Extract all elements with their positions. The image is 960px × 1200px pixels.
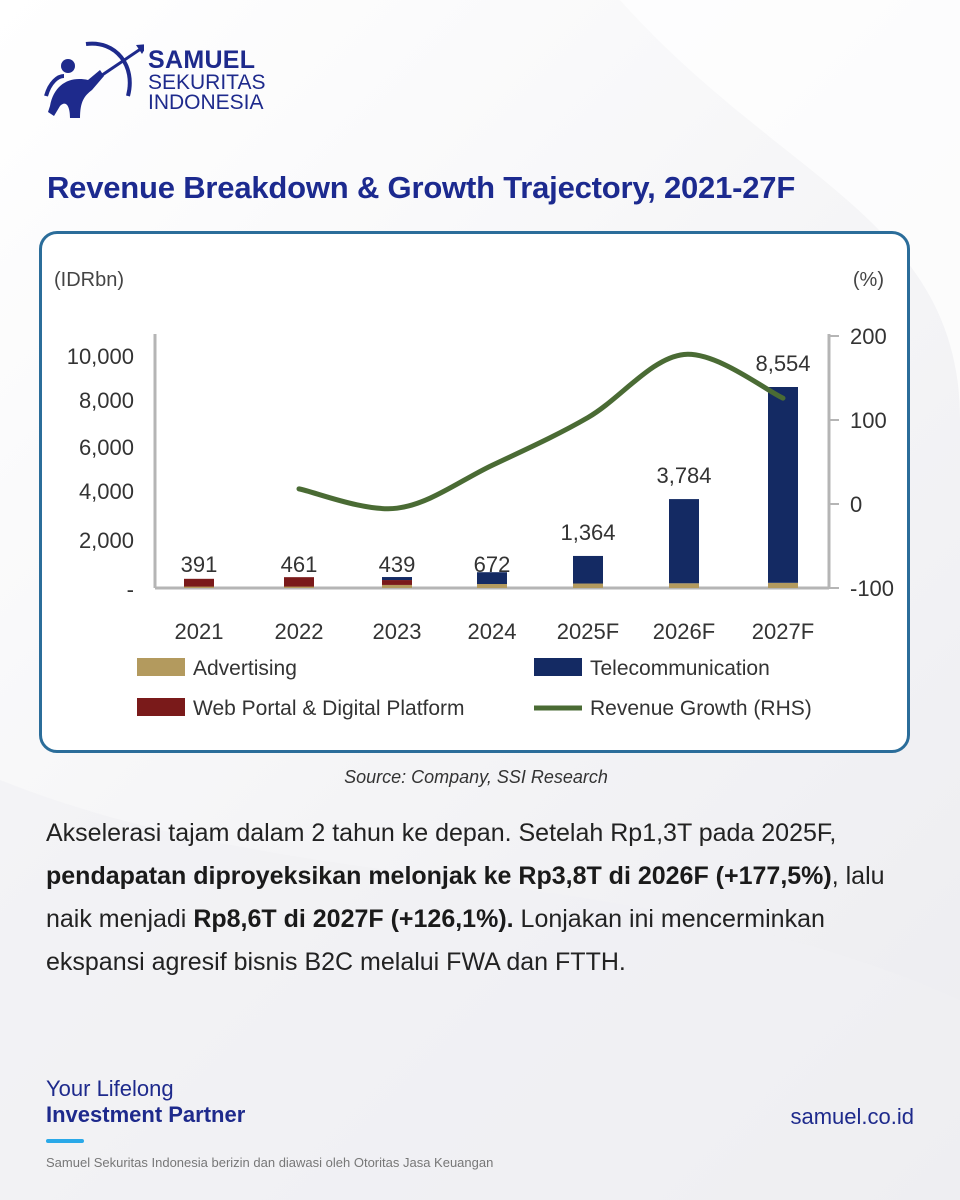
right-tick-label: 0 xyxy=(850,492,862,517)
x-tick-label: 2026F xyxy=(653,619,715,644)
bar-segment-telecommunication xyxy=(669,499,699,584)
brand-name-line1: SAMUEL xyxy=(148,46,256,75)
bar-total-label: 1,364 xyxy=(560,520,615,545)
website-link[interactable]: samuel.co.id xyxy=(790,1104,914,1129)
tagline-line2: Investment Partner xyxy=(46,1102,246,1127)
legend-label: Web Portal & Digital Platform xyxy=(193,697,465,720)
legend-label: Revenue Growth (RHS) xyxy=(590,697,812,720)
bar-total-label: 439 xyxy=(379,552,416,577)
bar-total-label: 8,554 xyxy=(755,351,810,376)
right-tick-label: 200 xyxy=(850,324,887,349)
left-tick-label: - xyxy=(127,577,134,602)
bar-segment-advertising xyxy=(669,583,699,588)
right-tick-label: 100 xyxy=(850,408,887,433)
left-tick-label: 8,000 xyxy=(79,388,134,413)
bar-total-label: 461 xyxy=(281,552,318,577)
bar-segment-web-portal-digital-platform xyxy=(184,578,214,587)
page-title: Revenue Breakdown & Growth Trajectory, 2… xyxy=(47,170,796,205)
chart-panel: (IDRbn) (%) -2,000 4,000 6,000 8,000 10,000 … xyxy=(39,231,910,753)
tagline-line1: Your Lifelong xyxy=(46,1076,174,1101)
legend-swatch xyxy=(137,658,185,676)
legend-label: Advertising xyxy=(193,657,297,680)
tagline: Your Lifelong Investment Partner xyxy=(46,1076,245,1128)
bar-segment-telecommunication xyxy=(768,387,798,583)
left-axis-unit: (IDRbn) xyxy=(54,269,124,291)
right-axis-unit: (%) xyxy=(853,269,884,291)
bar-segment-web-portal-digital-platform xyxy=(284,577,314,587)
brand-logo[interactable]: SAMUEL SEKURITAS INDONESIA xyxy=(44,36,265,126)
x-tick-label: 2027F xyxy=(752,619,814,644)
body-highlight-2: Rp8,6T di 2027F (+126,1%). xyxy=(193,905,514,933)
body-highlight-1: pendapatan diproyeksikan melonjak ke Rp3… xyxy=(46,862,832,890)
left-tick-label: 2,000 xyxy=(79,528,134,553)
bar-total-label: 391 xyxy=(181,552,218,577)
body-text-3: Lonjakan ini mencerminkan ekspansi agres… xyxy=(46,905,825,976)
left-tick-label: 10,000 xyxy=(67,344,134,369)
body-text-1: Akselerasi tajam dalam 2 tahun ke depan.… xyxy=(46,819,837,847)
bar-total-label: 672 xyxy=(474,552,511,577)
brand-name-line2: SEKURITAS xyxy=(148,70,266,94)
x-tick-label: 2022 xyxy=(275,619,324,644)
bar-segment-telecommunication xyxy=(573,555,603,584)
x-tick-label: 2023 xyxy=(373,619,422,644)
x-tick-label: 2024 xyxy=(468,619,517,644)
bar-segment-advertising xyxy=(477,584,507,588)
tagline-accent-bar xyxy=(46,1139,84,1143)
bar-segment-telecommunication xyxy=(382,577,412,581)
brand-name-line3: INDONESIA xyxy=(148,91,264,115)
bar-segment-telecommunication xyxy=(477,572,507,585)
bar-segment-advertising xyxy=(768,582,798,588)
body-text-2: , lalu naik menjadi xyxy=(46,862,885,933)
legend-swatch xyxy=(137,698,185,716)
right-tick-label: -100 xyxy=(850,576,894,601)
archer-logo-icon xyxy=(44,41,144,118)
regulatory-disclaimer: Samuel Sekuritas Indonesia berizin dan d… xyxy=(46,1155,494,1170)
bar-total-label: 3,784 xyxy=(656,463,711,488)
chart-source: Source: Company, SSI Research xyxy=(344,767,608,787)
bar-segment-advertising xyxy=(573,583,603,588)
x-tick-label: 2021 xyxy=(175,619,224,644)
legend-label: Telecommunication xyxy=(590,657,770,680)
revenue-growth-line xyxy=(296,351,786,512)
bar-segment-advertising xyxy=(382,584,412,588)
revenue-chart: (IDRbn) (%) -2,0004,0006,0008,00010,000 … xyxy=(54,269,894,720)
body-paragraph: Akselerasi tajam dalam 2 tahun ke depan.… xyxy=(46,812,916,984)
legend-swatch xyxy=(534,658,582,676)
left-tick-label: 4,000 xyxy=(79,479,134,504)
bar-segment-web-portal-digital-platform xyxy=(382,580,412,585)
x-tick-label: 2025F xyxy=(557,619,619,644)
left-tick-label: 6,000 xyxy=(79,435,134,460)
